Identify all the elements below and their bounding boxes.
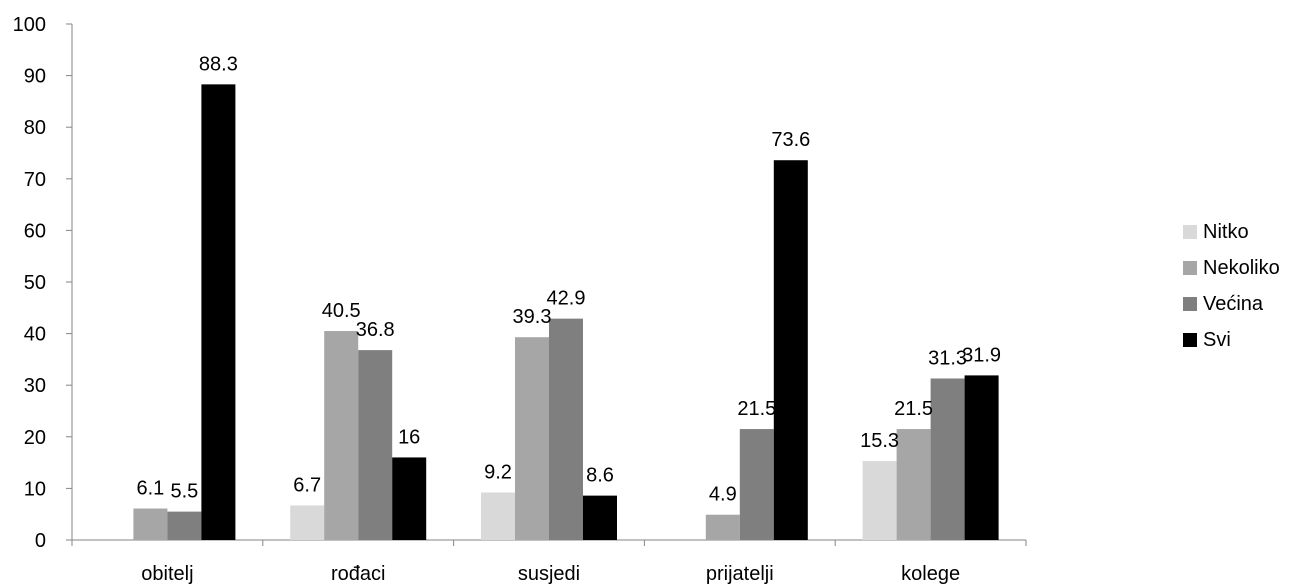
data-label: 73.6 <box>771 129 810 151</box>
data-label: 16 <box>398 426 420 448</box>
bar-većina-obitelj <box>167 511 202 540</box>
y-tick-label: 60 <box>24 220 46 242</box>
data-label: 21.5 <box>737 398 776 420</box>
y-tick-label: 50 <box>24 272 46 294</box>
bar-svi-rođaci <box>392 457 427 540</box>
legend-swatch <box>1183 297 1197 311</box>
bar-nekoliko-obitelj <box>133 508 168 540</box>
x-tick-label: obitelj <box>141 563 193 585</box>
data-label: 31.9 <box>962 344 1001 366</box>
y-tick-label: 80 <box>24 117 46 139</box>
bar-većina-susjedi <box>549 318 583 540</box>
bar-nekoliko-rođaci <box>324 331 359 540</box>
bar-nitko-kolege <box>862 461 897 540</box>
data-label: 4.9 <box>709 484 737 506</box>
bar-svi-prijatelji <box>773 160 808 540</box>
y-axis: 0 10 20 30 40 50 60 70 80 90 100 <box>13 14 73 552</box>
legend-label: Nekoliko <box>1203 256 1280 279</box>
data-label: 5.5 <box>170 481 198 503</box>
y-tick-label: 0 <box>35 530 46 552</box>
data-label: 88.3 <box>199 53 238 75</box>
data-label: 6.1 <box>136 478 164 500</box>
y-tick-label: 90 <box>24 66 46 88</box>
bars <box>133 84 999 540</box>
bar-većina-rođaci <box>358 350 393 540</box>
bar-većina-kolege <box>930 378 965 540</box>
data-labels: 6.1 5.5 88.3 6.7 40.536.8 16 9.2 39.342.9 8.6 4.9… <box>136 53 1001 505</box>
bar-svi-kolege <box>964 375 999 540</box>
bar-svi-susjedi <box>583 495 617 540</box>
x-tick-label: prijatelji <box>706 563 774 585</box>
bar-nitko-susjedi <box>481 492 515 540</box>
bar-nitko-rođaci <box>290 505 325 540</box>
legend-label: Nitko <box>1203 220 1249 243</box>
x-axis: obitelj rođaci susjedi prijatelji kolege <box>71 539 1027 585</box>
x-tick-label: rođaci <box>331 563 385 585</box>
legend-label: Većina <box>1203 292 1264 315</box>
data-label: 8.6 <box>586 465 614 487</box>
bar-nekoliko-kolege <box>896 429 931 540</box>
y-tick-label: 10 <box>24 478 46 500</box>
legend-swatch <box>1183 333 1197 347</box>
y-tick-label: 70 <box>24 169 46 191</box>
x-tick-label: susjedi <box>518 563 580 585</box>
legend-label: Svi <box>1203 328 1231 351</box>
y-tick-label: 40 <box>24 324 46 346</box>
bar-svi-obitelj <box>201 84 236 540</box>
bar-većina-prijatelji <box>739 429 774 540</box>
legend-item-svi: Svi <box>1183 322 1280 358</box>
legend-item-nekoliko: Nekoliko <box>1183 250 1280 286</box>
data-label: 42.9 <box>547 288 586 310</box>
bar-nekoliko-susjedi <box>515 337 549 540</box>
data-label: 15.3 <box>860 430 899 452</box>
data-label: 9.2 <box>484 462 512 484</box>
data-label: 36.8 <box>356 319 395 341</box>
legend-swatch <box>1183 225 1197 239</box>
legend-swatch <box>1183 261 1197 275</box>
data-label: 39.3 <box>513 306 552 328</box>
data-label: 31.3 <box>928 347 967 369</box>
legend: Nitko Nekoliko Većina Svi <box>1183 214 1280 358</box>
x-tick-label: kolege <box>901 563 960 585</box>
legend-item-većina: Većina <box>1183 286 1280 322</box>
data-label: 6.7 <box>293 474 321 496</box>
bar-nekoliko-prijatelji <box>705 514 740 540</box>
y-tick-label: 30 <box>24 375 46 397</box>
legend-item-nitko: Nitko <box>1183 214 1280 250</box>
y-tick-label: 20 <box>24 427 46 449</box>
y-tick-label: 100 <box>13 14 46 36</box>
data-label: 21.5 <box>894 398 933 420</box>
data-label: 40.5 <box>322 300 361 322</box>
